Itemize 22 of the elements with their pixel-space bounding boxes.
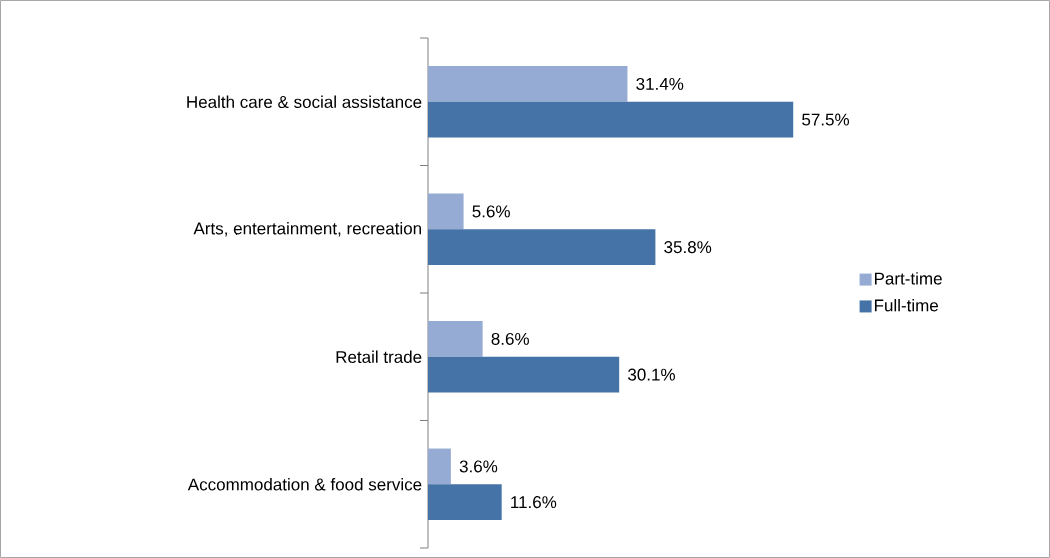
- data-label: 8.6%: [491, 332, 529, 345]
- bar: [428, 484, 502, 520]
- bar: [428, 356, 620, 393]
- data-label: 3.6%: [459, 460, 498, 473]
- bar: [428, 193, 464, 230]
- y-tick-label: Accommodation & food service: [187, 478, 422, 491]
- y-tick-label: Health care & social assistance: [187, 95, 422, 108]
- data-label: 11.6%: [511, 496, 557, 509]
- data-label: 35.8%: [664, 241, 712, 254]
- legend-label: Full-time: [874, 299, 938, 312]
- legend-label: Part-time: [874, 272, 942, 285]
- data-label: 31.4%: [636, 77, 684, 90]
- y-tick-label: Arts, entertainment, recreation: [193, 222, 421, 237]
- bar: [428, 448, 451, 485]
- bar: [428, 66, 628, 102]
- data-label: 30.1%: [628, 368, 675, 381]
- bar: [428, 101, 794, 138]
- y-tick-label: Retail trade: [336, 350, 422, 363]
- bar: [428, 229, 656, 265]
- data-label: 5.6%: [472, 205, 510, 218]
- data-label: 57.5%: [802, 113, 850, 126]
- bar: [428, 321, 483, 357]
